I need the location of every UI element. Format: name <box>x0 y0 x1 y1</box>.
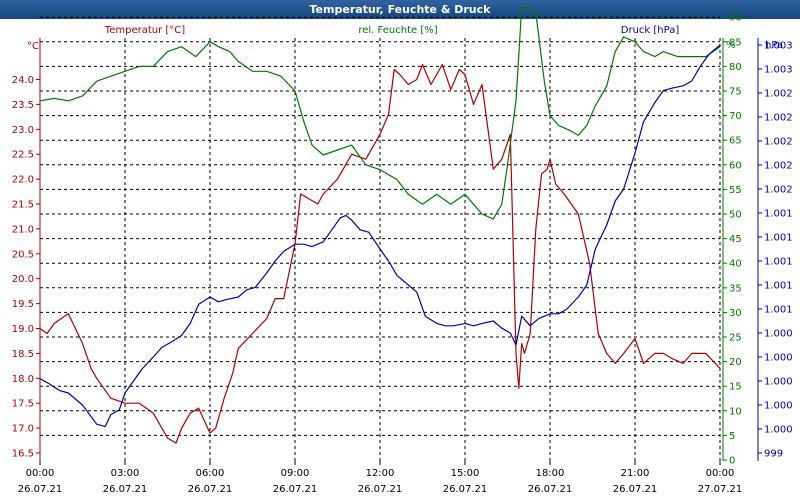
window-title: Temperatur, Feuchte & Druck <box>0 0 800 19</box>
humidity-tick-label: 15 <box>729 382 742 393</box>
humidity-tick-label: 50 <box>729 210 742 221</box>
pressure-tick-label: 1.001 <box>764 281 793 292</box>
pressure-tick-label: 1.000 <box>764 401 793 412</box>
series-line-humidity <box>39 6 721 220</box>
legend-humidity: rel. Feuchte [%] <box>358 25 437 36</box>
x-tick-time-label: 15:00 <box>451 468 480 479</box>
temperature-tick-label: 22.5 <box>12 150 34 161</box>
pressure-tick-label: 1.000 <box>764 329 793 340</box>
pressure-tick-label: 1.000 <box>764 377 793 388</box>
pressure-tick-label: 999 <box>764 449 783 460</box>
x-tick-date-label: 26.07.21 <box>528 484 573 495</box>
x-tick-date-label: 26.07.21 <box>443 484 488 495</box>
humidity-tick-label: 20 <box>729 357 742 368</box>
x-tick-time-label: 03:00 <box>111 468 140 479</box>
humidity-tick-label: 65 <box>729 136 742 147</box>
temperature-tick-label: 19.0 <box>12 324 34 335</box>
pressure-tick-label: 1.001 <box>764 209 793 220</box>
x-tick-time-label: 09:00 <box>281 468 310 479</box>
pressure-tick-label: 1.000 <box>764 353 793 364</box>
pressure-tick-label: 1.003 <box>764 65 793 76</box>
temperature-tick-label: 21.5 <box>12 200 34 211</box>
humidity-tick-label: 35 <box>729 283 742 294</box>
humidity-tick-label: 30 <box>729 308 742 319</box>
legend-pressure: Druck [hPa] <box>621 25 680 36</box>
temperature-tick-label: 17.5 <box>12 399 34 410</box>
humidity-tick-label: 80 <box>729 62 742 73</box>
humidity-tick-label: 90 <box>729 13 742 24</box>
pressure-tick-label: 1.002 <box>764 161 793 172</box>
x-tick-date-label: 26.07.21 <box>613 484 658 495</box>
temperature-tick-label: 20.5 <box>12 249 34 260</box>
series-line-pressure <box>39 44 721 428</box>
x-tick-date-label: 27.07.21 <box>698 484 743 495</box>
humidity-tick-label: 85 <box>729 37 742 48</box>
temperature-tick-label: 22.0 <box>12 175 34 186</box>
pressure-tick-label: 1.002 <box>764 113 793 124</box>
x-tick-date-label: 26.07.21 <box>188 484 233 495</box>
humidity-tick-label: 0 <box>729 456 735 467</box>
series-line-temperature <box>39 63 721 444</box>
pressure-tick-label: 1.002 <box>764 137 793 148</box>
humidity-tick-label: 55 <box>729 185 742 196</box>
x-tick-date-label: 26.07.21 <box>18 484 63 495</box>
temperature-tick-label: 18.0 <box>12 374 34 385</box>
temperature-tick-label: 23.0 <box>12 125 34 136</box>
x-tick-date-label: 26.07.21 <box>358 484 403 495</box>
temperature-tick-label: 20.0 <box>12 274 34 285</box>
pressure-tick-label: 1.003 <box>764 41 793 52</box>
temperature-tick-label: 16.5 <box>12 449 34 460</box>
temperature-tick-label: 18.5 <box>12 349 34 360</box>
x-tick-time-label: 12:00 <box>366 468 395 479</box>
pressure-tick-label: 1.000 <box>764 425 793 436</box>
x-tick-time-label: 18:00 <box>536 468 565 479</box>
temperature-unit-label: °C <box>27 41 39 52</box>
pressure-tick-label: 1.001 <box>764 257 793 268</box>
temperature-tick-label: 23.5 <box>12 100 34 111</box>
humidity-tick-label: 5 <box>729 431 735 442</box>
temperature-tick-label: 19.5 <box>12 299 34 310</box>
temperature-tick-label: 21.0 <box>12 224 34 235</box>
pressure-tick-label: 1.001 <box>764 305 793 316</box>
pressure-tick-label: 1.002 <box>764 89 793 100</box>
x-tick-time-label: 00:00 <box>26 468 55 479</box>
humidity-tick-label: 10 <box>729 406 742 417</box>
legend-temperature: Temperatur [°C] <box>104 25 185 36</box>
humidity-unit-label: % <box>726 40 736 51</box>
x-tick-time-label: 06:00 <box>196 468 225 479</box>
humidity-tick-label: 40 <box>729 259 742 270</box>
pressure-tick-label: 1.001 <box>764 233 793 244</box>
x-tick-date-label: 26.07.21 <box>103 484 148 495</box>
pressure-tick-label: 1.002 <box>764 185 793 196</box>
humidity-tick-label: 45 <box>729 234 742 245</box>
x-tick-time-label: 21:00 <box>621 468 650 479</box>
humidity-tick-label: 70 <box>729 111 742 122</box>
humidity-tick-label: 60 <box>729 160 742 171</box>
humidity-tick-label: 25 <box>729 333 742 344</box>
temperature-tick-label: 17.0 <box>12 424 34 435</box>
humidity-tick-label: 75 <box>729 87 742 98</box>
temperature-tick-label: 24.0 <box>12 75 34 86</box>
pressure-unit-label: hPa <box>765 40 783 51</box>
x-tick-time-label: 00:00 <box>706 468 735 479</box>
x-tick-date-label: 26.07.21 <box>273 484 318 495</box>
